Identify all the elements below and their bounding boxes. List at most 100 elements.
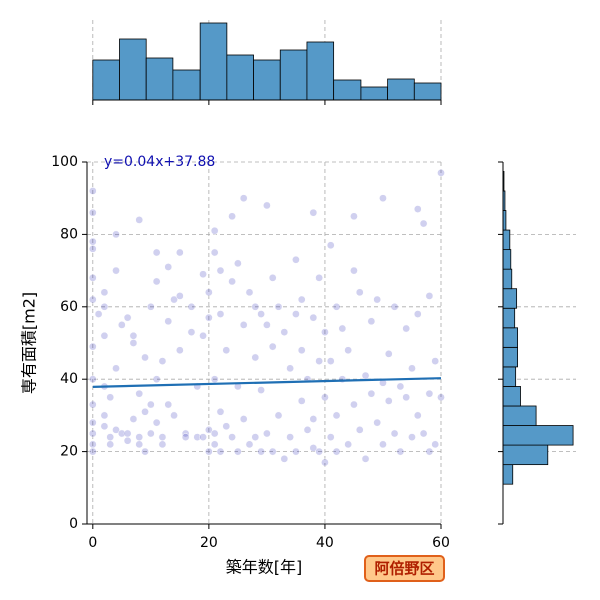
point	[100, 331, 109, 340]
point	[106, 433, 115, 441]
histogram-bar	[253, 59, 281, 101]
point	[152, 375, 161, 384]
point	[88, 429, 97, 438]
point	[373, 295, 382, 304]
point	[187, 328, 196, 336]
histogram-bar	[502, 268, 513, 290]
point	[100, 411, 109, 420]
point	[419, 429, 428, 438]
point	[123, 313, 132, 322]
point	[274, 302, 283, 311]
point	[112, 364, 120, 373]
point	[135, 389, 144, 398]
point	[396, 382, 405, 391]
y-tick-label: 80	[60, 226, 78, 242]
point	[326, 357, 335, 365]
point	[210, 248, 219, 257]
point	[88, 440, 97, 449]
point	[135, 433, 144, 441]
badge-box	[364, 555, 445, 582]
point	[158, 433, 167, 441]
point	[361, 371, 370, 380]
point	[187, 302, 196, 311]
point	[88, 375, 97, 384]
histogram-bar	[145, 57, 174, 101]
point	[88, 447, 97, 456]
point	[257, 310, 265, 318]
point	[146, 302, 155, 311]
point	[263, 201, 271, 210]
point	[321, 393, 329, 402]
point	[100, 302, 109, 311]
point	[205, 426, 213, 434]
point	[88, 400, 97, 409]
point	[292, 447, 300, 456]
point	[286, 433, 294, 441]
point	[373, 418, 382, 427]
point	[384, 397, 393, 405]
y-tick-label: 0	[69, 516, 78, 532]
histogram-bar	[502, 307, 516, 329]
point	[146, 400, 155, 409]
point	[390, 302, 399, 311]
point	[280, 454, 289, 463]
point	[396, 447, 405, 456]
point	[152, 277, 161, 286]
point	[408, 433, 416, 441]
point	[245, 288, 254, 297]
point	[210, 440, 219, 449]
point	[263, 321, 271, 329]
point	[141, 407, 149, 416]
point	[355, 288, 364, 297]
histogram-bar	[119, 38, 147, 101]
y-tick-label: 20	[60, 444, 78, 460]
point	[361, 454, 370, 463]
point	[355, 426, 364, 434]
point	[210, 375, 219, 384]
point	[297, 346, 306, 355]
histogram-bar	[387, 78, 415, 101]
point	[303, 426, 312, 434]
point	[88, 418, 97, 427]
point	[332, 302, 341, 311]
point	[123, 429, 132, 438]
point	[338, 324, 347, 333]
histogram-bar	[279, 49, 308, 101]
histogram-bar	[502, 405, 537, 426]
point	[228, 433, 236, 441]
point	[315, 447, 323, 456]
point	[129, 331, 138, 340]
point	[164, 263, 173, 271]
point	[274, 411, 283, 420]
point	[413, 205, 422, 213]
point	[106, 393, 115, 402]
point	[321, 328, 329, 336]
point	[205, 288, 213, 297]
point	[384, 350, 393, 358]
histogram-bar	[226, 54, 254, 101]
point	[158, 357, 167, 365]
point	[419, 219, 428, 228]
point	[216, 266, 225, 275]
point	[158, 440, 167, 449]
point	[408, 364, 416, 373]
point	[297, 295, 306, 304]
point	[390, 429, 399, 438]
histogram-bar	[502, 346, 519, 368]
point	[135, 440, 144, 449]
point	[117, 429, 126, 438]
point	[123, 436, 132, 445]
point	[146, 429, 155, 438]
histogram-bar	[502, 229, 511, 251]
point	[379, 194, 387, 203]
point	[117, 321, 126, 329]
y-tick-label: 100	[51, 154, 78, 170]
histogram-bar	[502, 464, 514, 485]
point	[367, 317, 376, 326]
point	[292, 255, 300, 264]
point	[309, 208, 318, 217]
y-tick-label: 60	[60, 299, 78, 315]
point	[199, 331, 207, 340]
point	[379, 440, 387, 449]
